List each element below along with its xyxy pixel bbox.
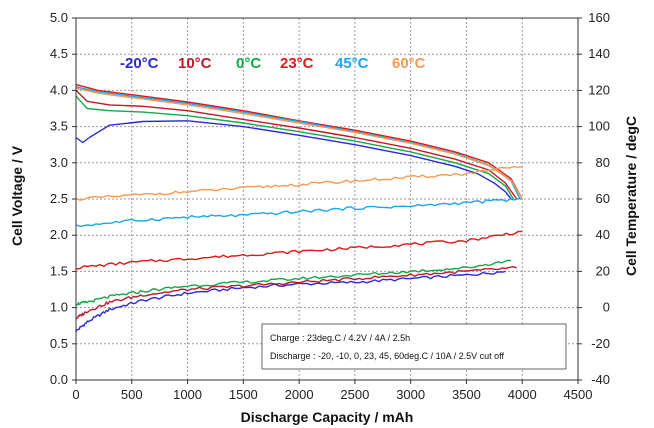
plot-frame — [75, 17, 579, 381]
y-tick-label: 0.5 — [50, 336, 68, 351]
x-tick-label: 1000 — [173, 387, 202, 402]
y-tick-label: 5.0 — [50, 10, 68, 25]
legend-label: -20°C — [120, 55, 159, 72]
y2-tick-label: 0 — [603, 300, 610, 315]
x-tick-label: 4500 — [564, 387, 593, 402]
x-tick-label: 2000 — [285, 387, 314, 402]
y-tick-label: 2.5 — [50, 191, 68, 206]
y-axis-title: Cell Voltage / V — [9, 145, 25, 246]
y2-tick-label: 20 — [596, 263, 610, 278]
y2-tick-label: 100 — [588, 119, 610, 134]
series-line-temperature-7 — [75, 230, 523, 270]
x-tick-label: 3000 — [396, 387, 425, 402]
series-line-temperature-3 — [75, 266, 517, 320]
annotation-discharge: Discharge : -20, -10, 0, 23, 45, 60deg.C… — [270, 351, 504, 361]
y2-tick-label: 140 — [588, 46, 610, 61]
legend-label: 45°C — [335, 55, 369, 72]
x-tick-label: 4000 — [508, 387, 537, 402]
x-tick-label: 0 — [72, 387, 79, 402]
x-tick-label: 500 — [121, 387, 143, 402]
x-tick-label: 2500 — [340, 387, 369, 402]
y2-axis-title: Cell Temperature / degC — [623, 116, 639, 276]
series-line-voltage-0 — [75, 120, 512, 200]
x-axis-title: Discharge Capacity / mAh — [241, 409, 414, 425]
y2-tick-label: -40 — [591, 372, 610, 387]
series-line-voltage-4 — [75, 95, 514, 200]
y-tick-label: 1.5 — [50, 263, 68, 278]
annotation-box: Charge : 23deg.C / 4.2V / 4A / 2.5h Disc… — [261, 323, 567, 370]
y-tick-label: 4.5 — [50, 46, 68, 61]
x-tick-label: 1500 — [229, 387, 258, 402]
y-tick-label: 3.0 — [50, 155, 68, 170]
series-line-voltage-6 — [75, 83, 523, 200]
series-line-temperature-5 — [75, 259, 512, 306]
series-line-voltage-10 — [75, 87, 523, 200]
y-tick-label: 0.0 — [50, 372, 68, 387]
y-tick-label: 2.0 — [50, 227, 68, 242]
y2-tick-label: 160 — [588, 10, 610, 25]
legend: -20°C 10°C 0°C 23°C 45°C 60°C — [120, 55, 426, 72]
annotation-charge: Charge : 23deg.C / 4.2V / 4A / 2.5h — [270, 333, 410, 343]
legend-label: 23°C — [280, 55, 314, 72]
y2-tick-label: 40 — [596, 227, 610, 242]
y2-tick-label: 120 — [588, 82, 610, 97]
y2-tick-label: 80 — [596, 155, 610, 170]
y-tick-label: 4.0 — [50, 82, 68, 97]
legend-label: 10°C — [178, 55, 212, 72]
y2-tick-label: 60 — [596, 191, 610, 206]
legend-label: 60°C — [392, 55, 426, 72]
y-tick-label: 3.5 — [50, 119, 68, 134]
series-line-temperature-9 — [75, 197, 523, 228]
legend-label: 0°C — [236, 55, 261, 72]
series-line-temperature-11 — [75, 165, 523, 201]
x-tick-label: 3500 — [452, 387, 481, 402]
y-tick-label: 1.0 — [50, 300, 68, 315]
y2-tick-label: -20 — [591, 336, 610, 351]
